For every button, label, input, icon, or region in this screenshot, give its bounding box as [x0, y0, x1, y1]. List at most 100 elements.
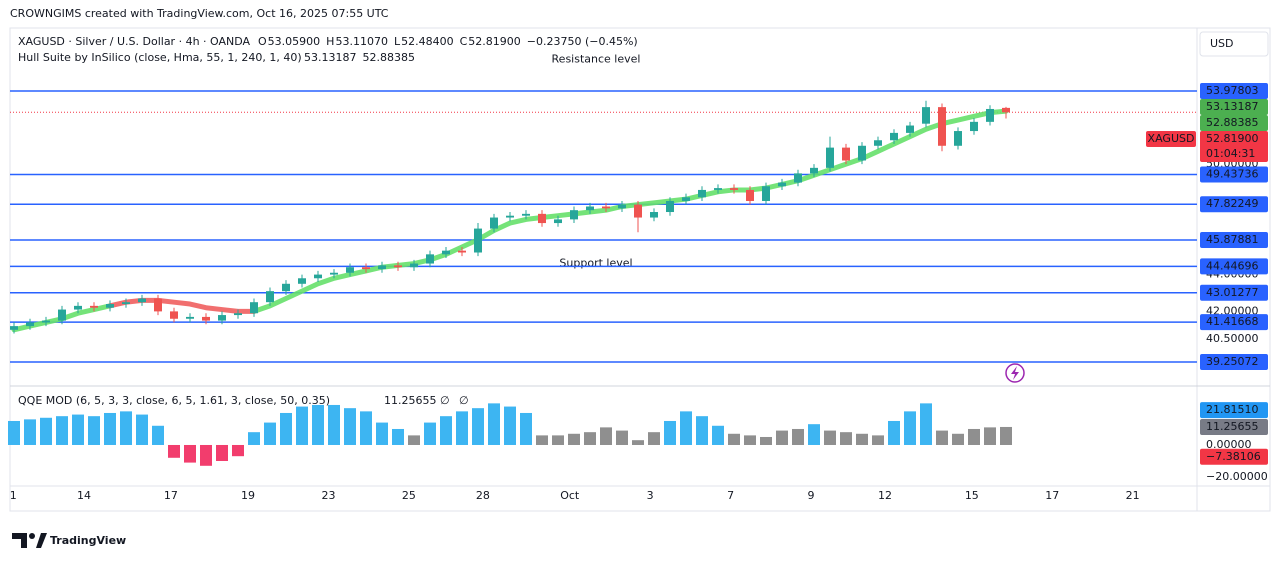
qqe-bar: [904, 411, 916, 445]
price-box: [1200, 196, 1268, 213]
qqe-bar: [264, 422, 276, 445]
qqe-bar: [232, 444, 244, 457]
qqe-bar: [600, 427, 612, 445]
qqe-bar: [296, 406, 308, 445]
ohlc-label: L: [394, 35, 401, 48]
ohlc-value: 52.48400: [401, 35, 454, 48]
qqe-bar: [568, 433, 580, 445]
qqe-bar: [184, 444, 196, 463]
annotation: Resistance level: [552, 52, 641, 65]
qqe-na: ∅: [459, 394, 469, 407]
qqe-bar: [744, 435, 756, 445]
candle-body: [810, 167, 818, 174]
candle-body: [602, 206, 610, 209]
price-box: [1200, 448, 1268, 465]
candle-body: [922, 107, 930, 124]
qqe-na: ∅: [440, 394, 450, 407]
candle-body: [458, 250, 466, 253]
candle-body: [474, 228, 482, 253]
candle-body: [698, 189, 706, 198]
price-box-label: 41.41668: [1206, 315, 1259, 328]
qqe-bar: [168, 444, 180, 458]
qqe-bar: [872, 435, 884, 445]
price-box-label: 44.44696: [1206, 259, 1259, 272]
brand: TradingView: [50, 534, 126, 547]
currency: USD: [1210, 37, 1234, 50]
qqe-bar: [584, 432, 596, 445]
price-box-label: 39.25072: [1206, 355, 1259, 368]
qqe-bar: [456, 411, 468, 445]
price-box: [1200, 258, 1268, 275]
candle-body: [650, 212, 658, 218]
candle-body: [346, 267, 354, 273]
candle-body: [410, 263, 418, 268]
chart-frame: [9, 27, 1271, 512]
price-box-label: 45.87881: [1206, 233, 1259, 246]
candle-body: [906, 125, 914, 133]
candle-body: [1002, 107, 1010, 113]
candle-body: [986, 108, 994, 122]
ohlc-label: O: [258, 35, 267, 48]
x-tick-label: 14: [77, 489, 91, 502]
x-tick-label: 21: [1126, 489, 1140, 502]
price-box-label: 52.88385: [1206, 116, 1259, 129]
price-box-label: 21.81510: [1206, 403, 1259, 416]
qqe-bar: [312, 404, 324, 445]
candle-body: [938, 107, 946, 146]
x-tick-label: 19: [241, 489, 255, 502]
candle-body: [362, 267, 370, 270]
candle-body: [74, 305, 82, 310]
qqe-bar: [488, 403, 500, 445]
candle-body: [762, 186, 770, 201]
indicator-name: Hull Suite by InSilico (close, Hma, 55, …: [18, 51, 302, 64]
candle-body: [730, 188, 738, 190]
qqe-bar: [792, 428, 804, 445]
qqe-bar: [24, 419, 36, 445]
candle-body: [778, 182, 786, 187]
currency-box[interactable]: [1199, 31, 1269, 57]
qqe-bar: [136, 414, 148, 445]
x-tick-label: 23: [321, 489, 335, 502]
ohlc-value: 52.81900: [468, 35, 521, 48]
x-tick-label: 3: [647, 489, 654, 502]
qqe-bar: [776, 430, 788, 445]
qqe-bar: [664, 420, 676, 445]
candle-body: [890, 132, 898, 141]
symbol-tag: XAGUSD: [1148, 132, 1195, 145]
candle-body: [506, 215, 514, 218]
qqe-bar: [56, 416, 68, 445]
indicator-value: 52.88385: [363, 51, 416, 64]
candle-body: [570, 210, 578, 220]
qqe-bar: [520, 412, 532, 445]
indicator-value: 53.13187: [304, 51, 357, 64]
qqe-title: QQE MOD (6, 5, 3, 3, close, 6, 5, 1.61, …: [18, 394, 330, 407]
qqe-bar: [200, 444, 212, 466]
price-box-label: 43.01277: [1206, 286, 1259, 299]
candle-body: [106, 304, 114, 308]
x-tick-label: 7: [727, 489, 734, 502]
qqe-bar: [1000, 426, 1012, 445]
candle-body: [394, 265, 402, 268]
symbol-tag-box: [1146, 130, 1196, 147]
qqe-bar: [968, 428, 980, 445]
candle-body: [714, 188, 722, 190]
candle-body: [746, 189, 754, 201]
price-box: [1200, 418, 1268, 435]
qqe-value: 11.25655: [384, 394, 437, 407]
price-box: [1200, 232, 1268, 249]
lightning-icon[interactable]: [1005, 363, 1025, 383]
x-tick-label: 25: [402, 489, 416, 502]
qqe-bar: [152, 425, 164, 445]
candle-body: [522, 213, 530, 216]
price-box-label: −7.38106: [1206, 450, 1261, 463]
candle-body: [218, 315, 226, 321]
candle-body: [282, 283, 290, 292]
qqe-bar: [440, 416, 452, 445]
candle-body: [634, 204, 642, 218]
qqe-bar: [808, 424, 820, 445]
candle-body: [554, 219, 562, 224]
price-box: [1200, 82, 1268, 99]
price-box-label: 47.82249: [1206, 197, 1259, 210]
qqe-bar: [888, 420, 900, 445]
qqe-bar: [472, 408, 484, 445]
